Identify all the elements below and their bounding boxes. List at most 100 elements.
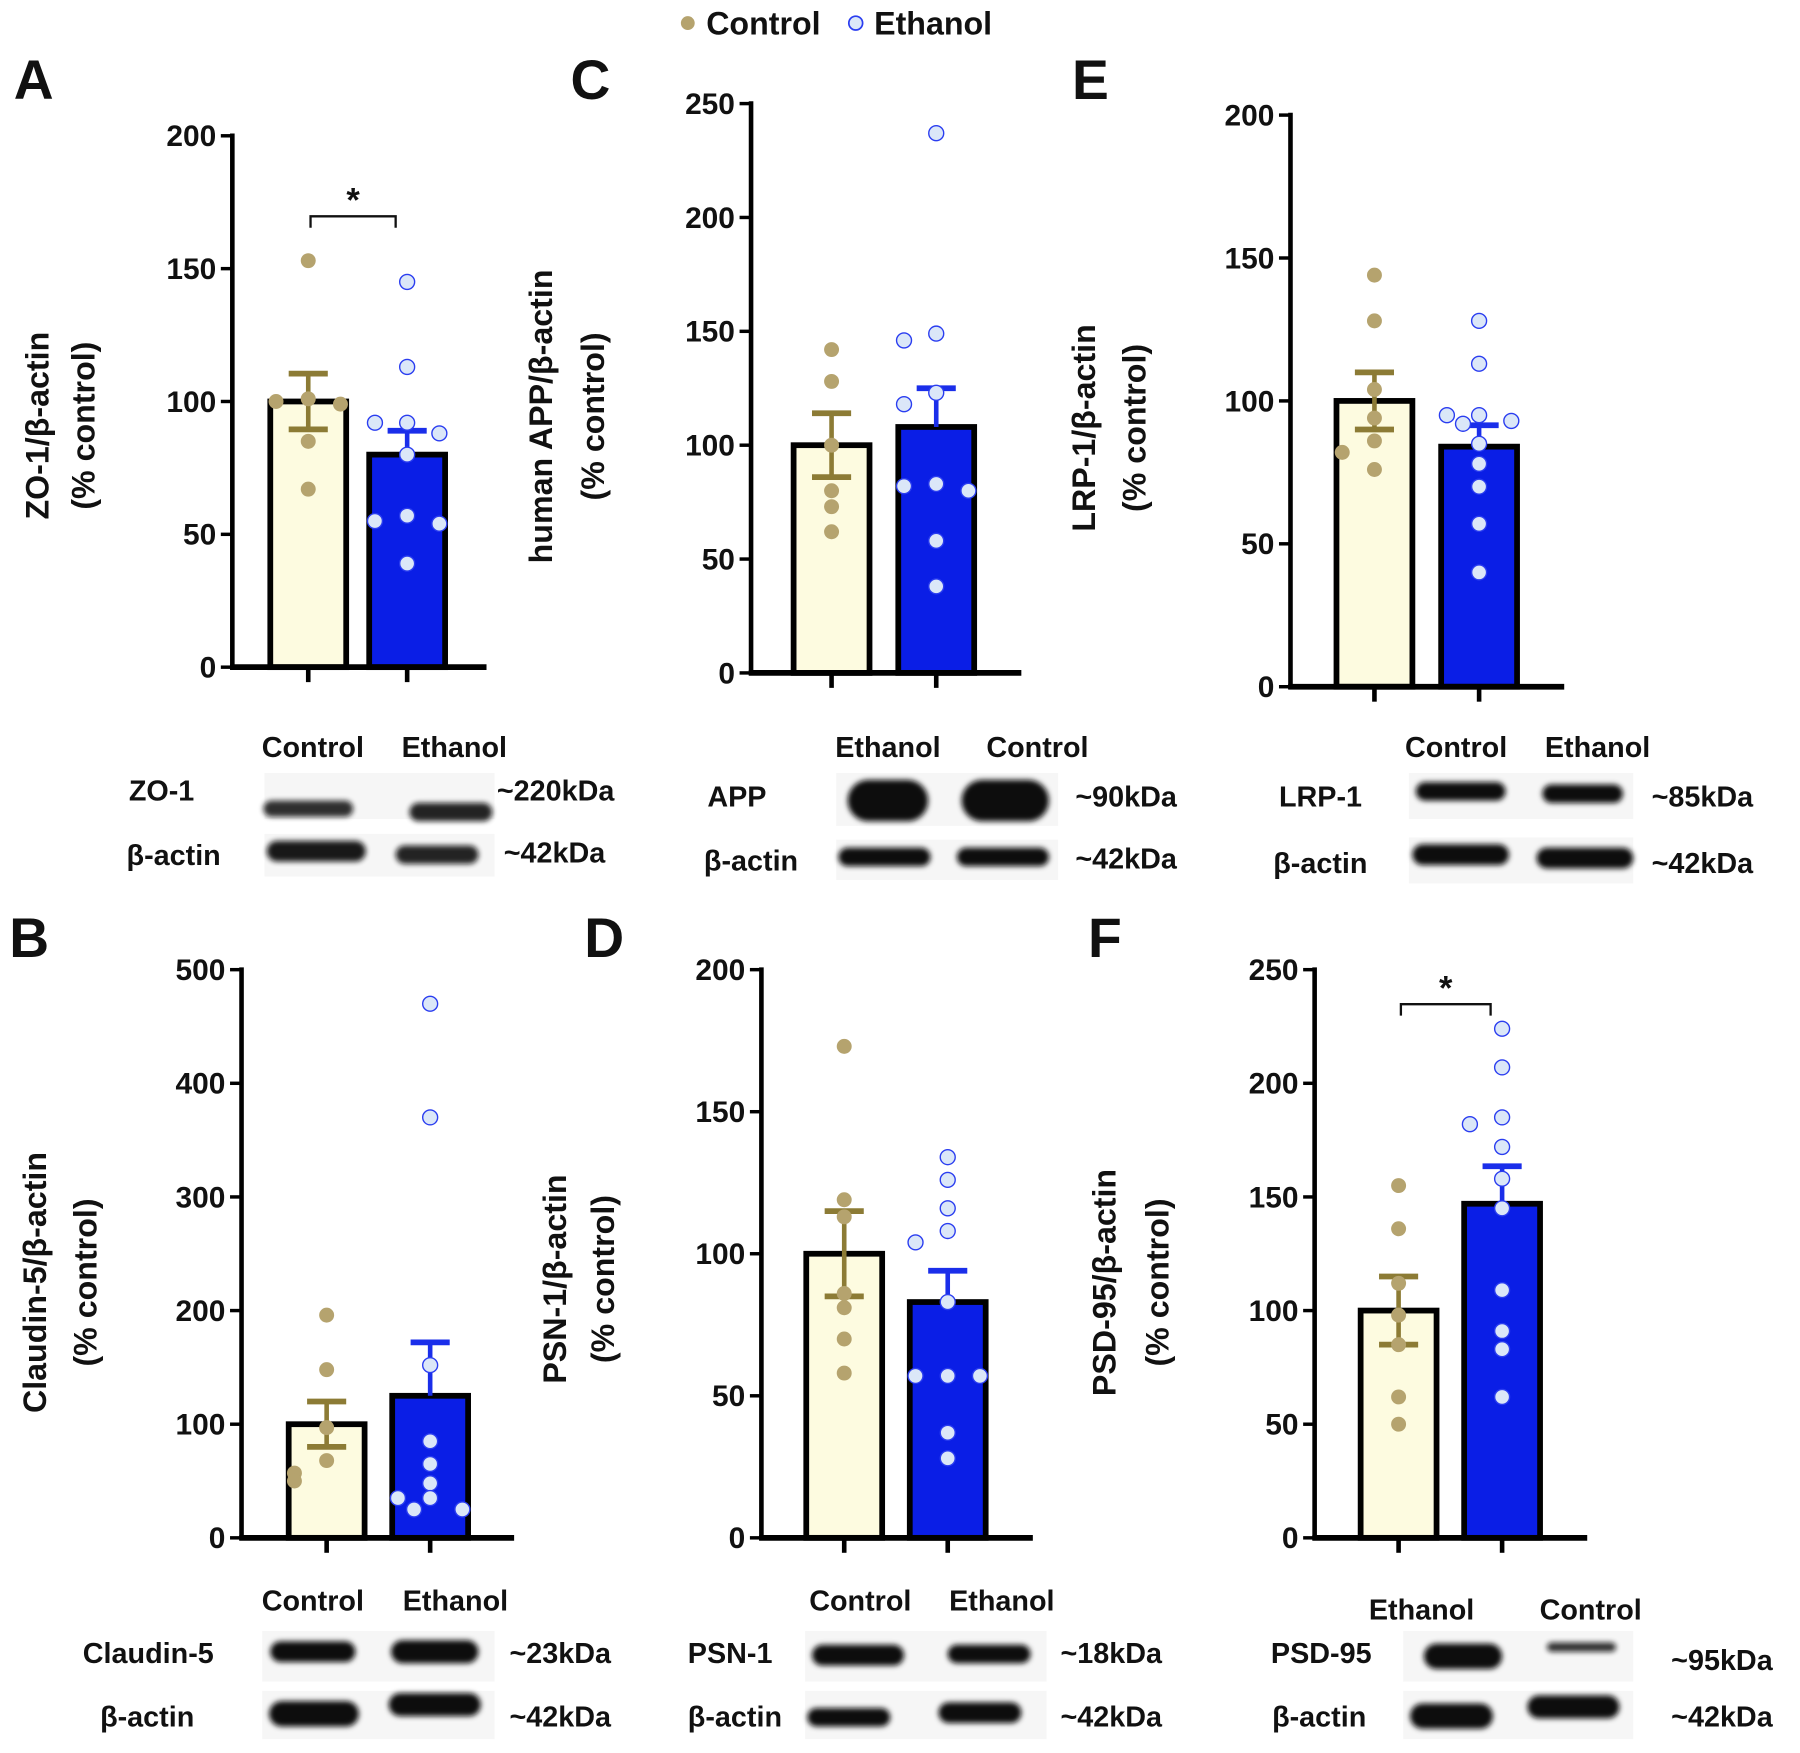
data-point-ethanol (939, 1171, 956, 1189)
data-point-control (1334, 444, 1350, 460)
blot-band (1536, 847, 1634, 869)
protein-label: LRP-1 (1279, 781, 1362, 813)
chart-panel-D: D PSN-1/β-actin (% control) 0 50 100 150 200 (537, 907, 1033, 1555)
data-point-control (1391, 1416, 1407, 1432)
y-axis-label: LRP-1/β-actin (1066, 324, 1102, 531)
y-tick-label: 150 (695, 1096, 745, 1129)
data-point-ethanol (939, 1293, 956, 1311)
molecular-weight-label: ~42kDa (510, 1701, 613, 1733)
blot-band (1410, 1703, 1493, 1729)
lane-label: Control (262, 732, 364, 764)
data-point-control (1366, 267, 1382, 283)
chart-panel-F: F PSD-95/β-actin (% control) 0 50 100 150 200 25… (1087, 907, 1588, 1555)
blot-band (1423, 1643, 1503, 1669)
western-blot-E: Control Ethanol LRP-1 ~85kDa β-actin ~42kDa (1273, 732, 1754, 884)
y-tick-label: 50 (712, 1380, 745, 1413)
y-tick-label: 0 (1258, 671, 1275, 704)
y-tick-label: 400 (176, 1068, 226, 1101)
data-point-ethanol (928, 578, 945, 595)
data-point-ethanol (1503, 412, 1520, 430)
data-point-control (1366, 382, 1382, 397)
molecular-weight-label: ~42kDa (1075, 843, 1178, 875)
data-point-ethanol (1470, 455, 1488, 472)
y-tick-label: 100 (176, 1409, 226, 1442)
data-point-control (836, 1331, 852, 1347)
data-point-ethanol (1470, 435, 1488, 452)
y-tick-label: 100 (695, 1238, 745, 1271)
data-point-ethanol (928, 384, 945, 401)
protein-label: PSD-95 (1271, 1638, 1372, 1670)
data-point-control (1391, 1307, 1407, 1323)
data-point-ethanol (895, 478, 913, 495)
protein-label: β-actin (1272, 1701, 1366, 1733)
data-point-ethanol (939, 1424, 956, 1441)
data-point-control (286, 1473, 302, 1489)
blot-band (1546, 1642, 1616, 1652)
data-point-control (332, 396, 348, 412)
y-axis-label: (% control) (1140, 1198, 1176, 1366)
protein-label: Claudin-5 (83, 1638, 214, 1670)
data-point-control (824, 499, 840, 515)
blot-band (270, 1641, 356, 1663)
data-point-control (319, 1362, 335, 1378)
y-tick-label: 150 (1249, 1181, 1299, 1214)
western-blot-C: Ethanol Control APP ~90kDa β-actin ~42kDa (704, 732, 1178, 880)
blot-band (807, 1708, 891, 1727)
y-axis-label: PSD-95/β-actin (1087, 1169, 1123, 1396)
y-tick-label: 150 (685, 316, 735, 349)
y-tick-label: 100 (685, 430, 735, 463)
data-point-control (319, 1453, 335, 1469)
data-point-ethanol (398, 446, 416, 463)
y-tick-label: 50 (702, 543, 735, 576)
data-point-ethanol (1438, 407, 1456, 424)
data-point-ethanol (895, 396, 913, 413)
y-axis-label: (% control) (575, 332, 611, 500)
data-point-ethanol (398, 358, 416, 376)
data-point-ethanol (421, 1109, 439, 1126)
western-blot-B: Control Ethanol Claudin-5 ~23kDa β-actin ~42k… (83, 1585, 613, 1740)
data-point-control (824, 437, 840, 453)
legend-ethanol-label: Ethanol (874, 6, 992, 42)
y-tick-label: 0 (729, 1522, 746, 1555)
molecular-weight-label: ~42kDa (1060, 1701, 1163, 1733)
blot-band (812, 1644, 905, 1666)
data-point-ethanol (405, 1501, 423, 1518)
data-point-ethanol (1470, 515, 1488, 532)
data-point-ethanol (928, 325, 945, 342)
molecular-weight-label: ~42kDa (1652, 848, 1755, 880)
legend-control-marker (680, 16, 695, 30)
data-point-ethanol (1470, 478, 1488, 495)
y-axis-label: (% control) (585, 1195, 621, 1363)
bar-ethanol (906, 1299, 989, 1541)
data-point-ethanol (1493, 1059, 1511, 1076)
y-tick-label: 500 (176, 954, 226, 987)
blot-band (1412, 844, 1510, 865)
data-point-control (268, 394, 284, 409)
western-blot-F: Ethanol Control PSD-95 ~95kDa β-actin ~42kDa (1271, 1595, 1774, 1740)
protein-label: β-actin (127, 840, 221, 872)
data-point-ethanol (398, 273, 416, 291)
lane-label: Control (986, 732, 1088, 764)
data-point-control (1391, 1221, 1407, 1237)
data-point-ethanol (421, 995, 439, 1012)
molecular-weight-label: ~220kDa (497, 776, 616, 808)
blot-band (409, 802, 493, 822)
y-tick-label: 300 (176, 1181, 226, 1214)
y-tick-label: 200 (166, 120, 216, 153)
data-point-control (836, 1192, 852, 1208)
data-point-ethanol (895, 332, 913, 349)
legend-control-label: Control (706, 6, 820, 42)
bar-control (790, 442, 873, 676)
blot-band (956, 847, 1049, 867)
y-tick-label: 200 (1225, 99, 1275, 132)
molecular-weight-label: ~90kDa (1075, 781, 1178, 813)
data-point-control (836, 1209, 852, 1225)
y-axis-label: (% control) (65, 342, 101, 510)
data-point-ethanol (421, 1489, 439, 1507)
protein-label: β-actin (688, 1701, 782, 1733)
data-point-ethanol (366, 512, 384, 530)
data-point-ethanol (1493, 1138, 1511, 1156)
y-tick-label: 0 (1282, 1522, 1299, 1555)
legend-ethanol-marker (847, 15, 864, 31)
data-point-ethanol (421, 1455, 439, 1473)
